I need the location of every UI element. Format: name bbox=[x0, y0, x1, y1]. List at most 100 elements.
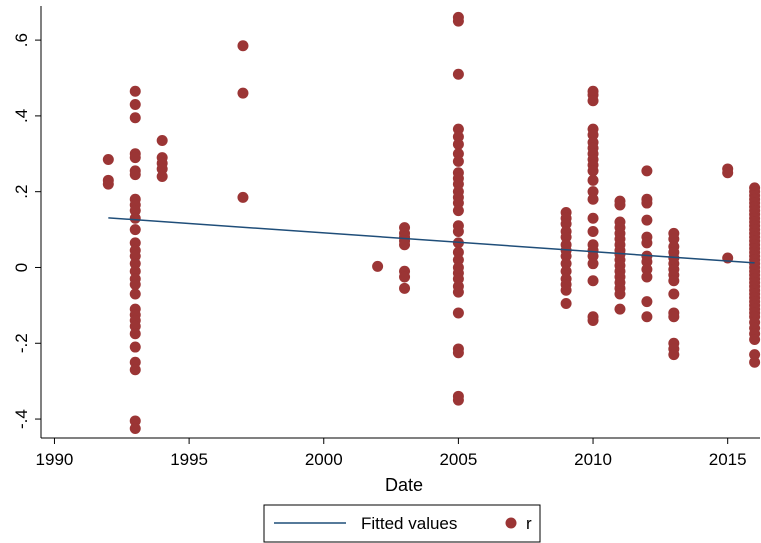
data-point bbox=[614, 303, 626, 315]
data-point bbox=[668, 288, 680, 300]
data-point bbox=[587, 193, 599, 205]
data-point bbox=[129, 341, 141, 353]
data-point bbox=[129, 279, 141, 291]
data-point bbox=[641, 311, 653, 323]
data-point bbox=[668, 311, 680, 323]
data-point bbox=[668, 349, 680, 361]
data-point bbox=[129, 99, 141, 111]
data-point bbox=[129, 258, 141, 270]
x-axis-title: Date bbox=[385, 475, 423, 495]
data-point bbox=[560, 297, 572, 309]
data-point bbox=[749, 349, 761, 361]
data-point bbox=[452, 138, 464, 150]
data-point bbox=[452, 155, 464, 167]
fitted-line-layer bbox=[108, 217, 755, 264]
data-point bbox=[129, 364, 141, 376]
legend-label-r: r bbox=[526, 514, 532, 533]
data-point bbox=[587, 225, 599, 237]
data-point bbox=[129, 85, 141, 97]
x-tick-label: 2010 bbox=[574, 450, 612, 469]
data-point bbox=[129, 169, 141, 181]
y-tick-label: -.4 bbox=[12, 409, 31, 429]
data-point bbox=[452, 15, 464, 27]
data-point bbox=[102, 153, 114, 165]
data-point bbox=[641, 214, 653, 226]
y-axis-ticks: -.4 -.2 0 .2 .4 .6 bbox=[12, 33, 41, 429]
data-point bbox=[129, 205, 141, 217]
data-point bbox=[452, 148, 464, 160]
data-point bbox=[129, 328, 141, 340]
data-point bbox=[372, 260, 384, 272]
fitted-values-line bbox=[108, 217, 755, 264]
legend-marker-swatch bbox=[505, 517, 517, 529]
data-point bbox=[641, 271, 653, 283]
y-tick-label: -.2 bbox=[12, 333, 31, 353]
data-point bbox=[560, 250, 572, 262]
data-point bbox=[452, 347, 464, 359]
data-point bbox=[668, 275, 680, 287]
data-point bbox=[129, 224, 141, 236]
data-point bbox=[668, 233, 680, 245]
data-point bbox=[399, 282, 411, 294]
data-point bbox=[156, 171, 168, 183]
data-point bbox=[587, 212, 599, 224]
data-point bbox=[452, 123, 464, 135]
data-point bbox=[452, 205, 464, 217]
data-point bbox=[452, 246, 464, 258]
data-point bbox=[452, 286, 464, 298]
data-point bbox=[641, 237, 653, 249]
y-tick-label: .4 bbox=[12, 109, 31, 123]
data-point bbox=[237, 87, 249, 99]
data-point bbox=[587, 250, 599, 262]
data-point bbox=[129, 237, 141, 249]
data-point bbox=[452, 131, 464, 143]
data-point bbox=[614, 288, 626, 300]
data-point bbox=[129, 265, 141, 277]
data-point bbox=[452, 273, 464, 285]
data-point bbox=[560, 265, 572, 277]
data-point bbox=[129, 320, 141, 332]
data-point bbox=[587, 165, 599, 177]
data-point bbox=[129, 212, 141, 224]
data-point bbox=[129, 415, 141, 427]
y-tick-label: 0 bbox=[12, 263, 31, 272]
data-point bbox=[452, 394, 464, 406]
data-point bbox=[560, 231, 572, 243]
x-tick-label: 1995 bbox=[170, 450, 208, 469]
data-point bbox=[452, 178, 464, 190]
data-point bbox=[129, 288, 141, 300]
data-point bbox=[560, 218, 572, 230]
data-point bbox=[614, 199, 626, 211]
data-point bbox=[587, 275, 599, 287]
x-tick-label: 2000 bbox=[305, 450, 343, 469]
data-point bbox=[560, 284, 572, 296]
data-point bbox=[587, 95, 599, 107]
data-point bbox=[749, 356, 761, 368]
data-point bbox=[641, 256, 653, 268]
data-point bbox=[587, 129, 599, 141]
legend: Fitted values r bbox=[263, 504, 541, 543]
data-point bbox=[641, 296, 653, 308]
data-point bbox=[129, 112, 141, 124]
data-point bbox=[129, 152, 141, 164]
x-axis-ticks: 1990 1995 2000 2005 2010 2015 bbox=[36, 438, 747, 469]
data-point bbox=[237, 191, 249, 203]
data-point bbox=[452, 68, 464, 80]
data-point bbox=[560, 258, 572, 270]
y-tick-label: .2 bbox=[12, 185, 31, 199]
x-tick-label: 2015 bbox=[709, 450, 747, 469]
data-point bbox=[156, 135, 168, 147]
data-point bbox=[452, 197, 464, 209]
data-point bbox=[129, 423, 141, 435]
data-point bbox=[587, 258, 599, 270]
data-point bbox=[641, 263, 653, 275]
data-point bbox=[399, 271, 411, 283]
y-tick-label: .6 bbox=[12, 33, 31, 47]
data-point bbox=[641, 197, 653, 209]
data-point bbox=[452, 254, 464, 266]
data-point bbox=[102, 178, 114, 190]
data-point bbox=[722, 167, 734, 179]
data-point bbox=[587, 174, 599, 186]
data-point bbox=[399, 239, 411, 251]
data-point bbox=[587, 315, 599, 327]
